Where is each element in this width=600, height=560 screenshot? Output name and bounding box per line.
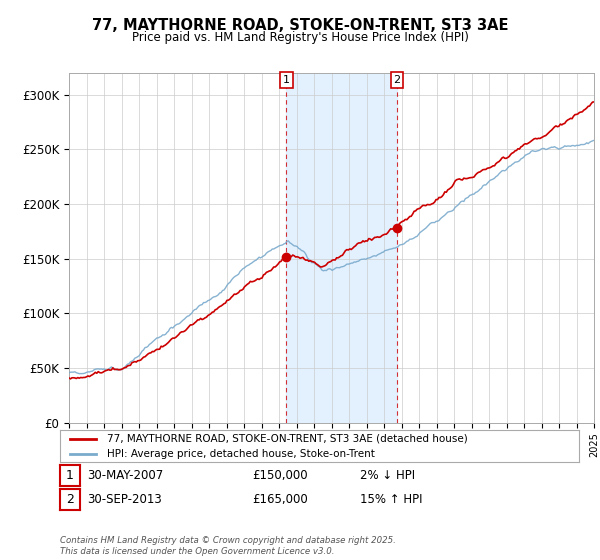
Text: 15% ↑ HPI: 15% ↑ HPI [360,493,422,506]
Text: 2: 2 [394,75,401,85]
Text: 1: 1 [66,469,74,482]
Text: 2: 2 [66,493,74,506]
Text: 30-SEP-2013: 30-SEP-2013 [87,493,162,506]
Text: Contains HM Land Registry data © Crown copyright and database right 2025.
This d: Contains HM Land Registry data © Crown c… [60,536,396,556]
Text: Price paid vs. HM Land Registry's House Price Index (HPI): Price paid vs. HM Land Registry's House … [131,31,469,44]
Text: £150,000: £150,000 [252,469,308,482]
Text: 30-MAY-2007: 30-MAY-2007 [87,469,163,482]
Text: 77, MAYTHORNE ROAD, STOKE-ON-TRENT, ST3 3AE: 77, MAYTHORNE ROAD, STOKE-ON-TRENT, ST3 … [92,18,508,33]
Text: 77, MAYTHORNE ROAD, STOKE-ON-TRENT, ST3 3AE (detached house): 77, MAYTHORNE ROAD, STOKE-ON-TRENT, ST3 … [107,433,467,444]
Text: 1: 1 [283,75,290,85]
Text: £165,000: £165,000 [252,493,308,506]
Text: HPI: Average price, detached house, Stoke-on-Trent: HPI: Average price, detached house, Stok… [107,449,374,459]
Text: 2% ↓ HPI: 2% ↓ HPI [360,469,415,482]
